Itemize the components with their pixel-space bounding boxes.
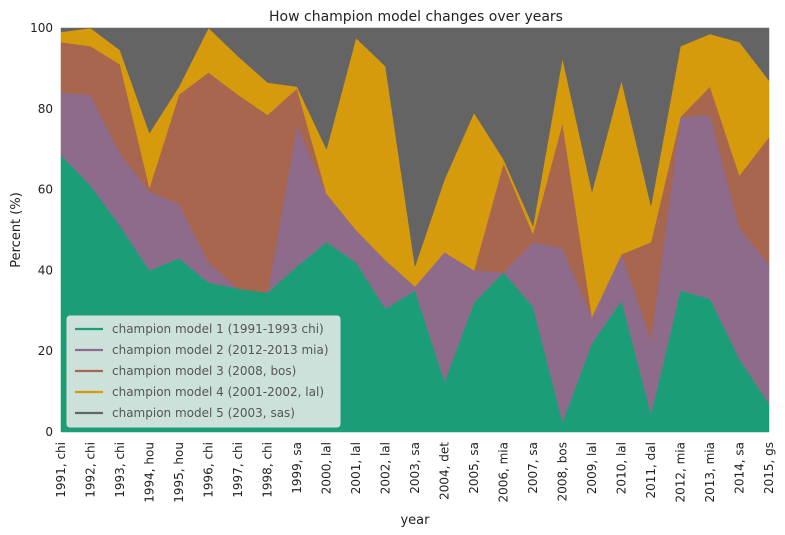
x-tick-label: 2011, dal [644, 442, 658, 498]
x-tick-label: 2012, mia [674, 442, 688, 503]
chart-title: How champion model changes over years [269, 9, 563, 25]
x-tick-label: 2015, gs [762, 442, 776, 494]
y-tick-label: 80 [38, 102, 53, 116]
legend-entry: champion model 4 (2001-2002, lal) [112, 385, 324, 399]
x-axis-ticks: 1991, chi 1992, chi 1993, chi 1994, hou 1995… [54, 442, 776, 503]
x-tick-label: 2003, sa [408, 442, 422, 494]
x-tick-label: 2000, lal [320, 442, 334, 494]
x-tick-label: 2002, lal [379, 442, 393, 494]
y-axis-ticks: 0 20 40 60 80 100 [30, 21, 53, 439]
x-tick-label: 1997, chi [231, 442, 245, 498]
legend-box [66, 315, 341, 428]
x-tick-label: 1999, sa [290, 442, 304, 494]
y-tick-label: 60 [38, 183, 53, 197]
legend: champion model 1 (1991-1993 chi) champion… [66, 315, 341, 428]
area-series-5 [60, 27, 770, 267]
y-tick-label: 20 [38, 344, 53, 358]
x-tick-label: 2006, mia [497, 442, 511, 503]
y-tick-label: 0 [45, 425, 53, 439]
legend-entry: champion model 2 (2012-2013 mia) [112, 343, 329, 357]
legend-entry: champion model 3 (2008, bos) [112, 364, 296, 378]
x-tick-label: 2013, mia [703, 442, 717, 503]
legend-entry: champion model 5 (2003, sas) [112, 406, 295, 420]
x-tick-label: 1992, chi [84, 442, 98, 498]
y-tick-label: 100 [30, 21, 53, 35]
x-tick-label: 2007, sa [526, 442, 540, 494]
x-tick-label: 2009, lal [585, 442, 599, 494]
x-tick-label: 2008, bos [556, 442, 570, 501]
x-tick-label: 2014, sa [733, 442, 747, 494]
x-tick-label: 1998, chi [261, 442, 275, 498]
x-tick-label: 1991, chi [54, 442, 68, 498]
y-tick-label: 40 [38, 263, 53, 277]
y-axis-label: Percent (%) [9, 192, 24, 268]
x-tick-label: 2004, det [438, 442, 452, 500]
legend-entry: champion model 1 (1991-1993 chi) [112, 322, 324, 336]
x-axis-label: year [400, 513, 430, 528]
x-tick-label: 2005, sa [467, 442, 481, 494]
x-tick-label: 1994, hou [143, 442, 157, 503]
x-tick-label: 2001, lal [349, 442, 363, 494]
x-tick-label: 2010, lal [615, 442, 629, 494]
x-tick-label: 1996, chi [202, 442, 216, 498]
x-tick-label: 1993, chi [113, 442, 127, 498]
x-tick-label: 1995, hou [172, 442, 186, 503]
